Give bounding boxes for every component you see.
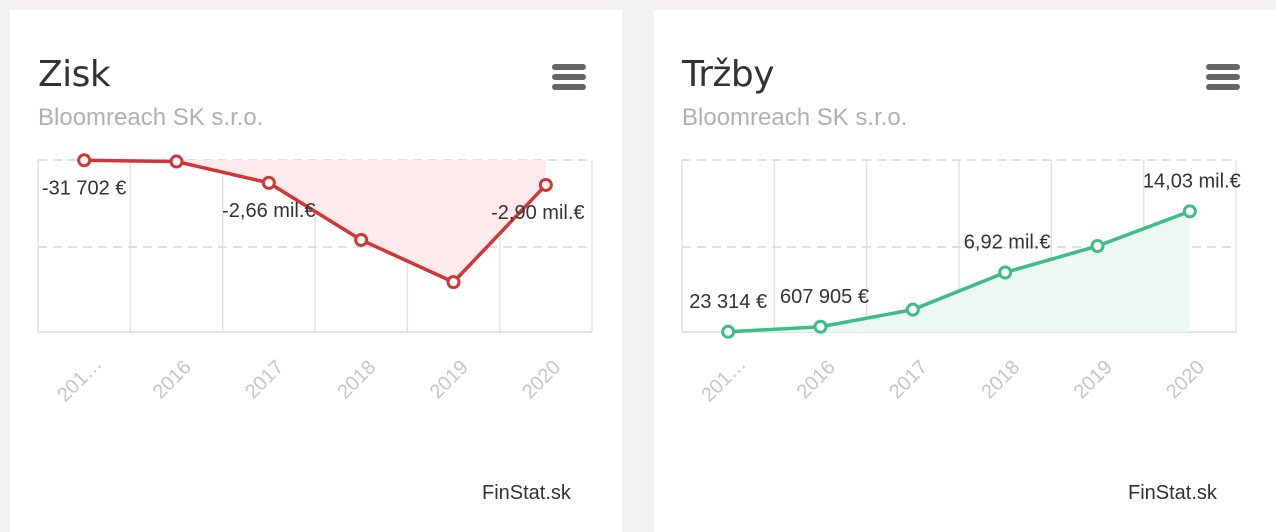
x-tick-label: 2020 xyxy=(518,356,565,403)
chart-title: Tržby xyxy=(682,54,775,95)
data-label: -2,90 mil.€ xyxy=(491,202,584,224)
series-area xyxy=(84,160,546,283)
chart-title: Zisk xyxy=(38,54,111,95)
x-tick-label: 2019 xyxy=(426,356,473,403)
data-label: 14,03 mil.€ xyxy=(1143,170,1241,192)
data-label: 23 314 € xyxy=(689,291,767,313)
data-point xyxy=(721,324,736,339)
x-tick-label: 2018 xyxy=(333,356,380,403)
data-label: -2,66 mil.€ xyxy=(222,200,315,222)
data-point xyxy=(77,153,92,168)
data-label: -31 702 € xyxy=(42,177,127,199)
x-tick-label: 2016 xyxy=(793,356,840,403)
x-tick-label: 201… xyxy=(697,353,750,406)
x-tick-label: 2016 xyxy=(149,356,196,403)
data-point xyxy=(1090,239,1105,253)
series-line xyxy=(728,209,1191,334)
x-tick-label: 201… xyxy=(53,353,106,406)
series-line xyxy=(84,158,548,284)
data-point xyxy=(998,265,1013,280)
hamburger-menu-icon[interactable] xyxy=(1206,62,1240,92)
x-tick-label: 2017 xyxy=(241,356,288,403)
data-label: 6,92 mil.€ xyxy=(964,231,1051,253)
series-area xyxy=(728,211,1190,332)
data-point xyxy=(261,175,276,190)
x-tick-label: 2018 xyxy=(977,356,1024,403)
data-point xyxy=(446,275,461,290)
finstat-credit-link[interactable]: FinStat.sk xyxy=(482,482,571,504)
trzby-chart: 23 314 € 607 905 € 6,92 mil.€ 14,03 mil.€ 20… xyxy=(681,159,1241,406)
chart-subtitle: Bloomreach SK s.r.o. xyxy=(38,104,264,131)
data-point xyxy=(905,302,920,317)
zisk-chart: -31 702 € -2,66 mil.€ -2,90 mil.€ 201… 2016 2… xyxy=(37,153,593,406)
data-point xyxy=(813,319,828,334)
x-tick-label: 2019 xyxy=(1070,356,1117,403)
data-label: 607 905 € xyxy=(780,286,869,308)
finstat-credit-link[interactable]: FinStat.sk xyxy=(1128,482,1217,504)
x-tick-label: 2020 xyxy=(1162,356,1209,403)
x-tick-label: 2017 xyxy=(885,356,932,403)
trzby-chart-card: Tržby Bloomreach SK s.r.o. 23 314 € 607 9… xyxy=(654,10,1276,532)
data-point xyxy=(1182,204,1197,219)
data-point xyxy=(354,232,369,247)
data-point xyxy=(169,154,184,169)
chart-subtitle: Bloomreach SK s.r.o. xyxy=(682,104,908,131)
data-point xyxy=(538,177,553,192)
zisk-chart-card: Zisk Bloomreach SK s.r.o. -31 702 € -2,66… xyxy=(10,10,622,532)
hamburger-menu-icon[interactable] xyxy=(552,62,586,92)
